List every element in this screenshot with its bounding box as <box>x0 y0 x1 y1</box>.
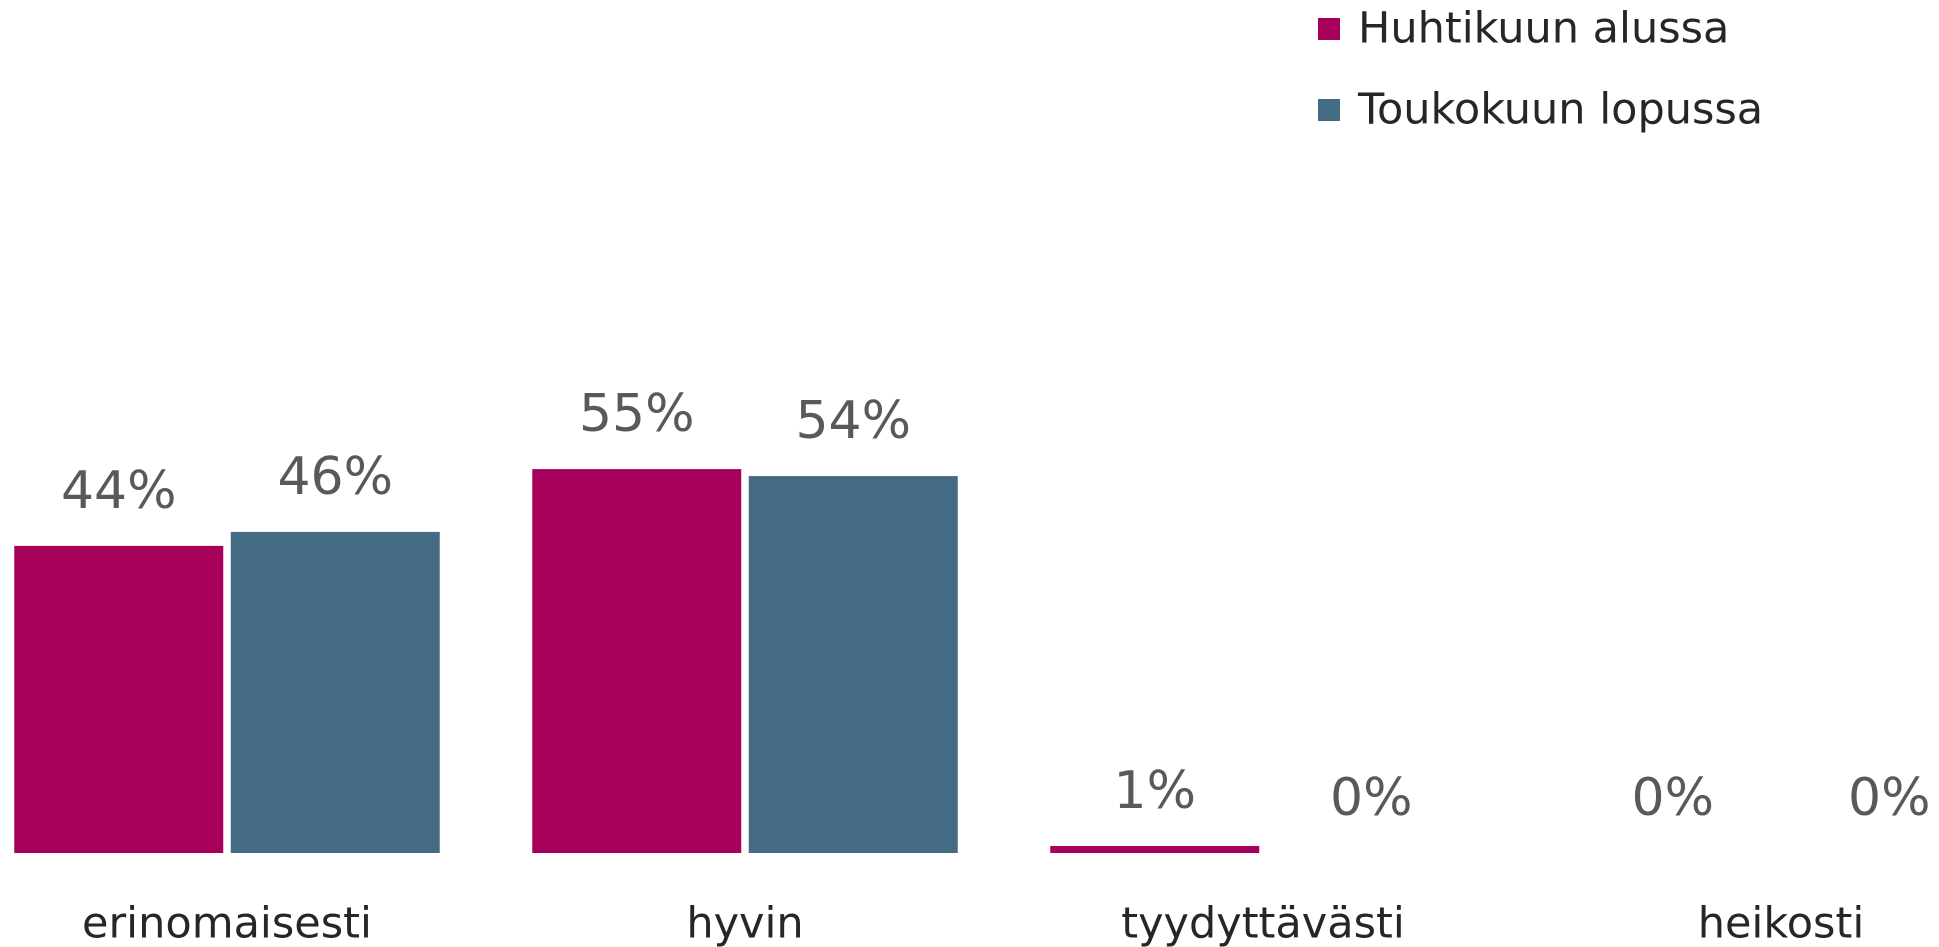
legend-swatch <box>1318 18 1340 40</box>
bar <box>14 545 224 853</box>
x-tick-label: erinomaisesti <box>82 899 372 947</box>
value-label: 0% <box>1848 768 1931 828</box>
bar <box>748 476 958 853</box>
value-label: 44% <box>61 461 177 521</box>
x-tick-label: hyvin <box>686 899 803 947</box>
value-label: 0% <box>1330 768 1413 828</box>
bar <box>1050 846 1260 853</box>
legend-swatch <box>1318 99 1340 121</box>
legend-label: Toukokuun lopussa <box>1357 85 1763 135</box>
legend-label: Huhtikuun alussa <box>1358 4 1729 54</box>
bar <box>532 469 742 853</box>
value-label: 55% <box>579 384 695 444</box>
x-tick-label: tyydyttävästi <box>1121 899 1405 947</box>
value-label: 0% <box>1632 768 1715 828</box>
value-label: 54% <box>795 391 911 451</box>
bar <box>230 531 440 853</box>
value-label: 1% <box>1114 761 1197 821</box>
x-tick-label: heikosti <box>1698 899 1865 947</box>
value-label: 46% <box>277 447 393 507</box>
